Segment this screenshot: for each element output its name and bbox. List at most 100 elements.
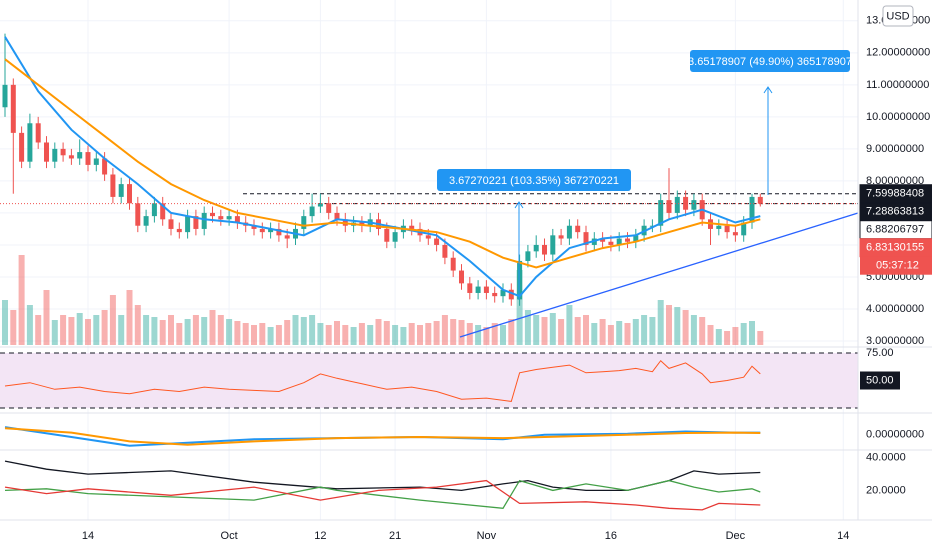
volume-bar [657,300,664,345]
volume-bar [607,325,614,345]
candle-body [27,123,33,162]
volume-bar [85,319,91,345]
candle-body [442,244,448,258]
trend-line [459,212,859,338]
candle-body [608,241,614,245]
candle-body [301,216,307,229]
volume-bar [217,315,224,345]
price-tag-label: 6.83130155 [866,242,924,254]
volume-bar [10,310,17,345]
x-tick-label: Oct [221,530,238,542]
candle-body [93,158,99,165]
volume-bar [740,323,747,345]
candle-body [234,216,240,223]
volume-bar [284,320,291,345]
volume-bar [209,310,216,345]
candle-body [326,203,332,213]
volume-bar [500,325,506,345]
volume-bar [417,325,423,345]
y-tick-label: 4.00000000 [866,303,924,315]
x-tick-label: Nov [477,530,497,542]
volume-bar [583,315,589,345]
candle-body [127,184,132,204]
x-tick-label: 12 [314,530,326,542]
volume-bar [516,270,523,345]
y-tick-label: 20.0000 [866,484,906,496]
volume-bar [541,317,548,345]
volume-bar [51,320,58,345]
candle-body [52,148,58,162]
volume-bar [400,327,407,345]
volume-bar [134,305,141,345]
volume-bar [749,321,755,345]
candle-body [151,203,157,217]
rsi-band [0,353,858,408]
price-tag-label: 7.59988408 [866,188,924,200]
volume-bar [68,317,75,345]
volume-bar [724,331,731,345]
candle-body [68,155,74,159]
volume-bar [275,325,282,345]
candle-body [118,184,124,197]
x-tick-label: Dec [726,530,746,542]
volume-bar [599,319,606,345]
candle-body [732,232,738,236]
volume-bar [549,313,556,345]
volume-bar [325,325,332,345]
volume-bar [641,315,648,345]
volume-bar [682,310,689,345]
volume-bar [60,315,67,345]
candle-body [483,286,489,293]
volume-bar [126,290,133,345]
candle-body [600,238,606,242]
candle-body [500,289,506,297]
volume-bar [707,325,714,345]
volume-bar [732,327,739,345]
candle-body [716,225,722,229]
volume-bar [715,329,722,345]
candle-body [658,200,664,226]
candle-body [251,225,257,229]
candle-body [633,235,639,242]
y-tick-label: 8.00000000 [866,175,924,187]
volume-bar [508,319,515,345]
candle-body [176,228,182,233]
candle-body [525,251,531,261]
candle-body [724,225,730,233]
countdown: 05:37:12 [876,260,919,272]
candle-body [674,196,680,213]
volume-bar [350,327,357,345]
candle-body [60,148,66,156]
volume-bar [342,325,349,345]
volume-bar [666,305,672,345]
x-tick-label: 16 [605,530,617,542]
volume-bar [649,317,656,345]
candle-body [459,270,464,284]
volume-bar [242,323,249,345]
y-tick-label: 12.00000000 [866,47,930,59]
y-tick-label: 9.00000000 [866,143,924,155]
volume-bar [690,315,697,345]
price-axis: 14 Oct 12 21 Nov 16 Dec 14 3.00000000 4.00000000 5… [82,15,932,542]
currency-badge[interactable] [882,5,914,27]
candle-body [450,257,456,271]
currency[interactable]: USD [886,10,909,22]
arrow-head [514,201,524,209]
volume-bar [425,323,432,345]
volume-bar [632,319,639,345]
measure-box [437,169,631,191]
volume-bar [624,323,631,345]
candle-body [110,174,116,197]
volume-bar [383,321,390,345]
volume-bar [408,323,415,345]
candle-body [691,200,697,210]
volume-bar [309,315,316,345]
volume-bar [358,323,365,345]
candle-body [226,216,232,220]
candle-body [2,84,8,108]
candle-body [268,228,274,233]
volume-bar [574,317,581,345]
measure-label: 3.67270221 (103.35%) 367270221 [449,175,619,187]
candle-body [284,235,290,239]
candle-body [542,244,547,255]
